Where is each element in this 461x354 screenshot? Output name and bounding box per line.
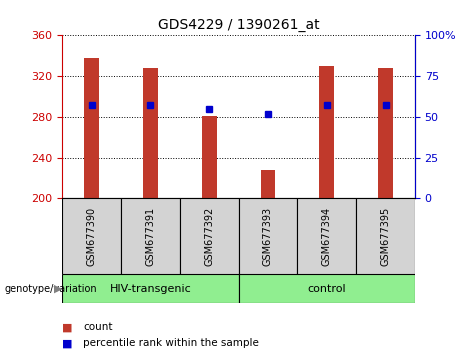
Bar — [356, 198, 415, 274]
Bar — [180, 198, 239, 274]
Bar — [143, 68, 158, 198]
Text: percentile rank within the sample: percentile rank within the sample — [83, 338, 259, 348]
Text: control: control — [307, 284, 346, 293]
Bar — [84, 58, 99, 198]
Text: HIV-transgenic: HIV-transgenic — [110, 284, 191, 293]
Text: GSM677395: GSM677395 — [380, 207, 390, 266]
Text: count: count — [83, 322, 112, 332]
Text: ■: ■ — [62, 338, 73, 348]
Bar — [319, 66, 334, 198]
Bar — [260, 170, 275, 198]
Text: genotype/variation: genotype/variation — [5, 284, 97, 293]
Text: GSM677393: GSM677393 — [263, 207, 273, 266]
Text: GSM677394: GSM677394 — [322, 207, 332, 266]
Bar — [297, 198, 356, 274]
Text: GSM677392: GSM677392 — [204, 207, 214, 266]
Bar — [239, 198, 297, 274]
Bar — [62, 198, 121, 274]
Text: GSM677391: GSM677391 — [145, 207, 155, 266]
Text: GSM677390: GSM677390 — [87, 207, 97, 266]
Text: ■: ■ — [62, 322, 73, 332]
Title: GDS4229 / 1390261_at: GDS4229 / 1390261_at — [158, 18, 319, 32]
Bar — [378, 68, 393, 198]
Text: ▶: ▶ — [54, 284, 63, 293]
Bar — [239, 274, 415, 303]
Bar — [62, 274, 239, 303]
Bar — [121, 198, 180, 274]
Bar — [202, 116, 217, 198]
